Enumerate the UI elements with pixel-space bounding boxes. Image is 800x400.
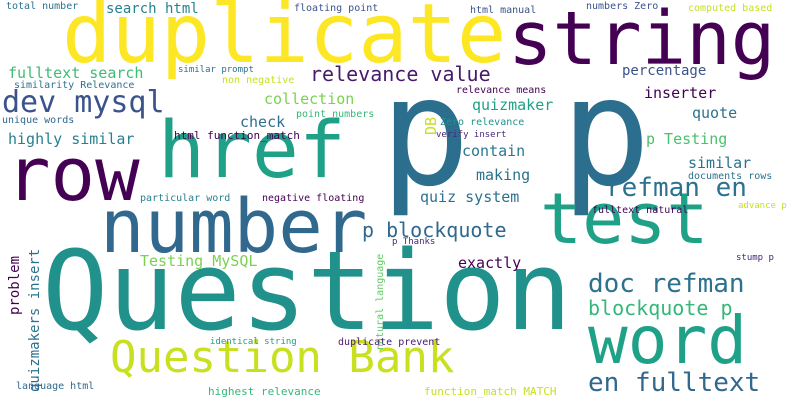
word-computed-based: computed based xyxy=(688,3,773,14)
word-duplicate-prevent: duplicate prevent xyxy=(338,337,441,348)
word-highly-similar: highly similar xyxy=(8,130,135,148)
word-identical-string: identical string xyxy=(210,337,297,347)
word-test: test xyxy=(540,178,709,260)
word-total-number: total number xyxy=(6,1,79,12)
word-similar: similar xyxy=(688,154,752,172)
word-row: row xyxy=(6,132,140,218)
word-unique-words: unique words xyxy=(2,115,75,126)
word-quiz-system: quiz system xyxy=(420,188,520,206)
word-search-html: search html xyxy=(106,1,199,17)
word-quote: quote xyxy=(692,104,738,122)
word-fulltext-search: fulltext search xyxy=(8,64,144,82)
word-making: making xyxy=(476,166,531,184)
word-blockquote-p: blockquote p xyxy=(588,296,733,320)
word-particular-word: particular word xyxy=(140,193,231,204)
word-html-function-match: html function_match xyxy=(174,129,300,142)
word-testing-mysql: Testing MySQL xyxy=(140,252,258,270)
word-natural-language: natural language xyxy=(375,253,386,350)
word-non-negative: non negative xyxy=(222,75,295,86)
word-verify-insert: verify insert xyxy=(436,130,507,140)
word-advance-p: advance p xyxy=(738,201,787,211)
word-exactly: exactly xyxy=(458,254,522,272)
word-problem: problem xyxy=(7,255,23,315)
word-p-p: p p xyxy=(380,46,651,220)
word-html-manual: html manual xyxy=(470,5,537,16)
word-string: string xyxy=(508,0,776,82)
word-documents-rows: documents rows xyxy=(688,171,773,182)
word-contain: contain xyxy=(462,142,526,160)
word-floating-point: floating point xyxy=(294,3,379,14)
word-function-match-match: function_match MATCH xyxy=(424,385,557,398)
word-p-blockquote: p blockquote xyxy=(362,218,507,242)
word-dev-mysql: dev mysql xyxy=(2,85,165,120)
word-relevance-value: relevance value xyxy=(310,62,491,86)
word-point-numbers: point numbers xyxy=(296,109,375,120)
word-zero-relevance: Zero relevance xyxy=(440,117,525,128)
word-doc-refman: doc refman xyxy=(588,269,745,299)
word-question-bank: Question Bank xyxy=(110,332,455,383)
word-refman-en: refman en xyxy=(606,173,747,203)
word-stump-p: stump p xyxy=(736,253,774,263)
word-highest-relevance: highest relevance xyxy=(208,385,321,398)
word-negative-floating: negative floating xyxy=(262,193,365,204)
word-similarity-relevance: similarity Relevance xyxy=(14,80,135,91)
word-duplicate: duplicate xyxy=(62,0,507,82)
word-quizmakers-insert: quizmakers insert xyxy=(27,248,43,392)
word-href: href xyxy=(158,106,346,196)
word-language-html: language html xyxy=(16,381,95,392)
word-numbers-zero: numbers Zero xyxy=(586,1,659,12)
word-relevance-means: relevance means xyxy=(456,85,547,96)
word-fulltext-natural: fulltext natural xyxy=(592,205,689,216)
word-percentage: percentage xyxy=(622,63,707,79)
word-p-testing: p Testing xyxy=(646,130,728,148)
word-check: check xyxy=(240,113,286,131)
word-similar-prompt: similar prompt xyxy=(178,65,254,75)
word-inserter: inserter xyxy=(644,84,717,102)
word-word: word xyxy=(588,302,747,379)
word-quizmaker: quizmaker xyxy=(472,96,554,114)
word-number: number xyxy=(100,184,368,270)
word-question: Question xyxy=(42,227,572,355)
word-p-thanks: p Thanks xyxy=(392,237,436,247)
word-en-fulltext: en fulltext xyxy=(588,368,761,398)
word-collection: collection xyxy=(264,90,355,108)
